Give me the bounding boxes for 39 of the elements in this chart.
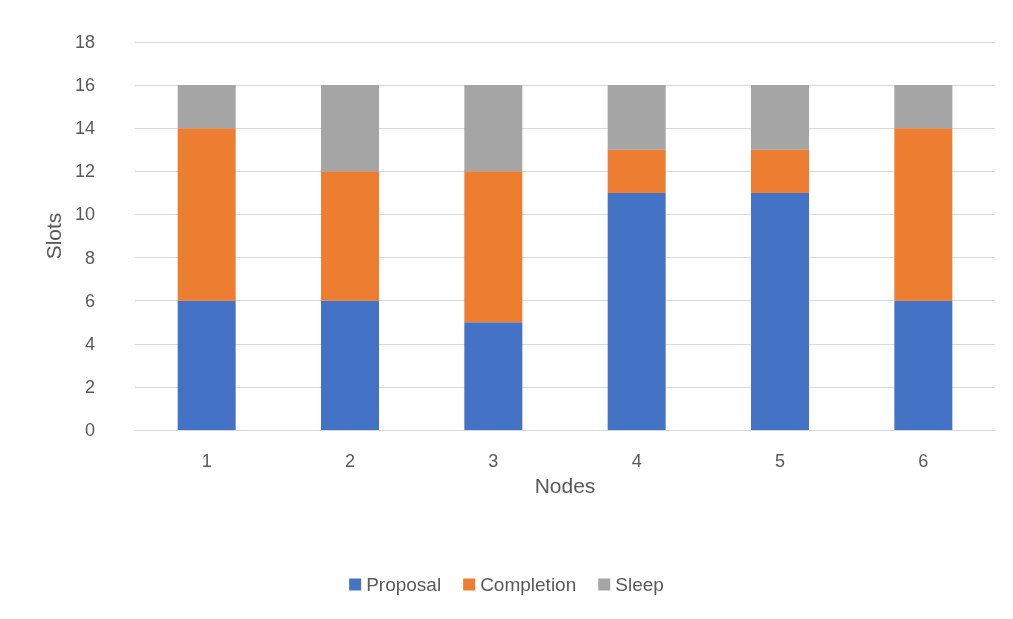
y-tick-label: 8	[84, 247, 95, 268]
bar	[321, 85, 379, 172]
legend-label: Proposal	[366, 574, 442, 595]
bar	[177, 128, 236, 301]
bar	[894, 300, 953, 430]
legend-label: Completion	[480, 574, 577, 595]
legend-label: Sleep	[615, 574, 664, 595]
x-tick-label: 2	[344, 451, 356, 471]
y-tick-label: 2	[84, 376, 95, 397]
bar	[177, 300, 236, 430]
bar	[894, 85, 953, 129]
y-tick-label: 10	[74, 204, 95, 225]
x-axis-title: Nodes	[534, 474, 596, 497]
x-tick-label: 1	[201, 451, 212, 471]
bar	[607, 192, 666, 430]
y-tick-label: 18	[74, 32, 95, 52]
y-tick-label: 6	[84, 290, 95, 311]
x-tick-label: 6	[918, 451, 929, 471]
bar	[321, 171, 379, 301]
bar	[464, 171, 523, 323]
y-axis-title: Slots	[42, 212, 66, 260]
bar	[607, 149, 666, 193]
x-tick-label: 3	[488, 451, 499, 471]
bar	[751, 192, 809, 430]
bar	[464, 85, 523, 172]
bar	[607, 85, 666, 150]
x-tick-label: 5	[774, 451, 786, 471]
bar	[321, 300, 379, 430]
bar	[751, 85, 809, 150]
y-tick-label: 4	[84, 333, 95, 354]
bar	[177, 85, 236, 129]
y-tick-label: 14	[74, 118, 95, 139]
bar	[751, 149, 809, 193]
y-tick-label: 0	[84, 420, 95, 440]
bar	[464, 322, 523, 430]
y-tick-label: 16	[74, 75, 95, 96]
y-tick-label: 12	[74, 161, 95, 182]
bar	[894, 128, 953, 301]
x-tick-label: 4	[631, 451, 642, 471]
